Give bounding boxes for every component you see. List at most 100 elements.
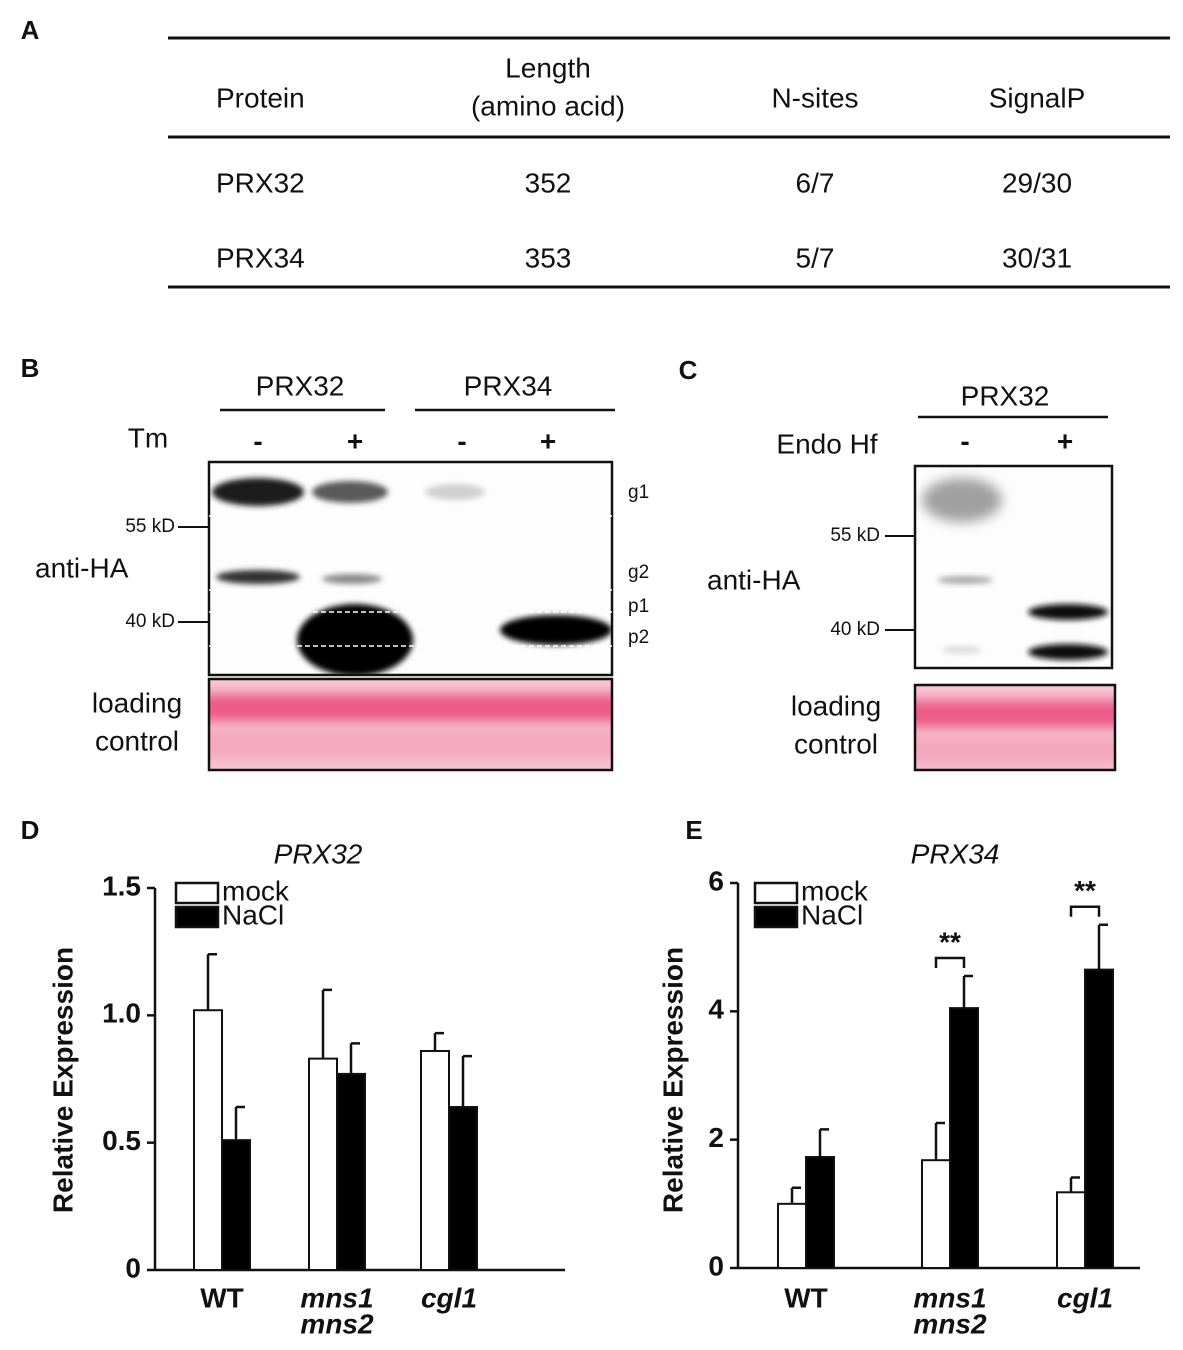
band-label: g2	[628, 562, 649, 583]
x-tick-label: cgl1	[421, 1282, 477, 1313]
band	[297, 604, 413, 675]
band	[1028, 604, 1108, 620]
lane-sign: +	[1057, 425, 1073, 456]
bar	[777, 1202, 807, 1270]
band-label: p2	[628, 627, 649, 648]
error-bar	[206, 952, 217, 1011]
error-bar	[790, 1186, 801, 1204]
band	[922, 478, 1002, 522]
y-tick-label: 0	[125, 1252, 141, 1283]
table-header: N-sites	[771, 82, 858, 113]
y-axis-label: Relative Expression	[657, 947, 688, 1213]
error-bar	[1069, 1176, 1080, 1193]
table-cell: PRX32	[216, 167, 305, 198]
table-header: SignalP	[989, 82, 1086, 113]
table-cell: 353	[525, 242, 572, 273]
significance-bracket	[934, 956, 966, 969]
y-tick-label: 0.5	[102, 1125, 141, 1156]
y-tick-label: 1.5	[102, 870, 141, 901]
bar	[308, 1057, 338, 1272]
loading-label: control	[95, 725, 179, 756]
legend-swatch	[753, 905, 799, 929]
panel-label: D	[21, 815, 40, 845]
error-bar	[962, 974, 973, 1009]
x-tick-label: WT	[200, 1282, 244, 1313]
table-cell: 30/31	[1002, 242, 1072, 273]
error-bar	[934, 1121, 945, 1161]
band	[216, 570, 300, 584]
bar	[336, 1072, 366, 1271]
bar	[221, 1139, 251, 1271]
y-tick-label: 4	[708, 994, 724, 1025]
loading-label: loading	[791, 690, 881, 721]
bar	[949, 1007, 979, 1269]
antibody-label: anti-HA	[707, 564, 801, 595]
loading-frame	[207, 677, 614, 772]
band	[322, 574, 382, 584]
loading-label: control	[794, 728, 878, 759]
table-cell: 352	[525, 167, 572, 198]
band	[212, 478, 304, 506]
y-tick-label: 1.0	[102, 998, 141, 1029]
treatment-label: Tm	[128, 422, 168, 453]
band-label: g1	[628, 482, 649, 503]
loading-band	[915, 700, 1115, 728]
panel-label: A	[21, 15, 40, 45]
lane-sign: +	[347, 425, 363, 456]
bar	[1084, 968, 1114, 1269]
bar	[1056, 1191, 1086, 1269]
significance-label: **	[1074, 875, 1096, 906]
size-marker: 40 kD	[125, 611, 175, 632]
y-axis-label: Relative Expression	[47, 947, 78, 1213]
bar	[921, 1159, 951, 1269]
table-cell: 6/7	[796, 167, 835, 198]
legend-label: mock	[801, 875, 869, 906]
table-header: Protein	[216, 82, 305, 113]
band	[425, 484, 485, 500]
lane-group: PRX32	[256, 370, 345, 401]
legend-label: NaCl	[801, 899, 863, 930]
panel-label: E	[685, 815, 702, 845]
legend-swatch	[174, 881, 220, 905]
bar	[805, 1155, 835, 1270]
y-tick-label: 2	[708, 1122, 724, 1153]
error-bar	[818, 1128, 829, 1157]
chart-title: PRX34	[911, 838, 1000, 869]
loading-smear	[915, 735, 1115, 765]
legend-swatch	[174, 905, 220, 929]
x-tick-label: cgl1	[1057, 1282, 1113, 1313]
table-cell: 5/7	[796, 242, 835, 273]
size-marker: 55 kD	[125, 516, 175, 537]
loading-frame	[913, 683, 1117, 772]
y-tick-label: 0	[708, 1250, 724, 1281]
x-tick-label: mns1	[300, 1282, 373, 1313]
significance-label: **	[939, 926, 961, 957]
size-marker: 40 kD	[830, 619, 880, 640]
table-header: (amino acid)	[471, 90, 625, 121]
significance-bracket	[1069, 905, 1101, 917]
lane-group: PRX34	[464, 370, 553, 401]
band	[1028, 644, 1108, 660]
table-cell: 29/30	[1002, 167, 1072, 198]
table-header: Length	[505, 52, 591, 83]
lane-sign: -	[457, 425, 466, 456]
antibody-label: anti-HA	[35, 552, 129, 583]
band	[937, 576, 993, 584]
bar	[420, 1049, 450, 1272]
x-tick-label: WT	[784, 1282, 828, 1313]
blot-frame	[207, 460, 614, 677]
blot-frame	[913, 464, 1114, 670]
lane-group: PRX32	[961, 380, 1050, 411]
band-label: p1	[628, 596, 649, 617]
lane-sign: +	[540, 425, 556, 456]
panel-label: C	[679, 355, 698, 385]
band	[500, 615, 612, 645]
bar	[448, 1106, 478, 1271]
error-bar	[234, 1105, 245, 1141]
error-bar	[461, 1054, 472, 1108]
size-marker: 55 kD	[830, 525, 880, 546]
legend-swatch	[753, 881, 799, 905]
bar	[193, 1009, 223, 1271]
